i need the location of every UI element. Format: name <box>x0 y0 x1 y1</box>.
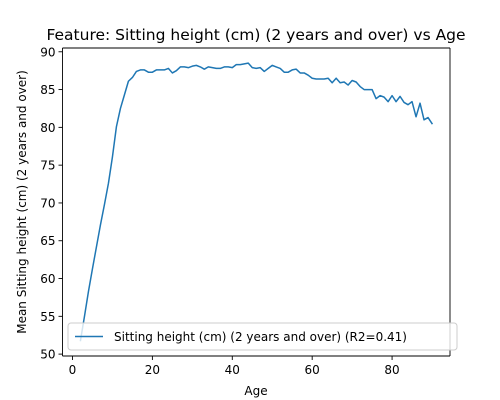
y-tick-label: 65 <box>40 234 55 248</box>
x-tick-label: 80 <box>384 363 399 377</box>
series-layer <box>79 62 434 342</box>
y-tick-label: 85 <box>40 83 55 97</box>
x-tick-label: 60 <box>305 363 320 377</box>
x-tick-label: 40 <box>225 363 240 377</box>
y-tick-label: 75 <box>40 159 55 173</box>
y-tick-label: 50 <box>40 348 55 362</box>
y-tick-label: 60 <box>40 272 55 286</box>
legend: Sitting height (cm) (2 years and over) (… <box>67 322 458 351</box>
chart-title: Feature: Sitting height (cm) (2 years an… <box>46 26 465 44</box>
y-axis-label: Mean Sitting height (cm) (2 years and ov… <box>15 70 29 334</box>
series-line-0 <box>79 62 434 342</box>
y-tick-label: 70 <box>40 196 55 210</box>
y-tick-label: 90 <box>40 45 55 59</box>
x-tick-label: 20 <box>145 363 160 377</box>
plot-area <box>62 48 450 356</box>
y-tick-label: 55 <box>40 310 55 324</box>
axes-layer <box>62 47 451 357</box>
x-axis-label: Age <box>244 384 267 398</box>
legend-frame <box>67 322 458 351</box>
ticks-layer: 0 20 40 60 80 50 55 60 65 70 75 80 85 90 <box>40 45 399 377</box>
x-tick-label: 0 <box>69 363 77 377</box>
y-tick-label: 80 <box>40 121 55 135</box>
legend-label: Sitting height (cm) (2 years and over) (… <box>114 330 407 344</box>
